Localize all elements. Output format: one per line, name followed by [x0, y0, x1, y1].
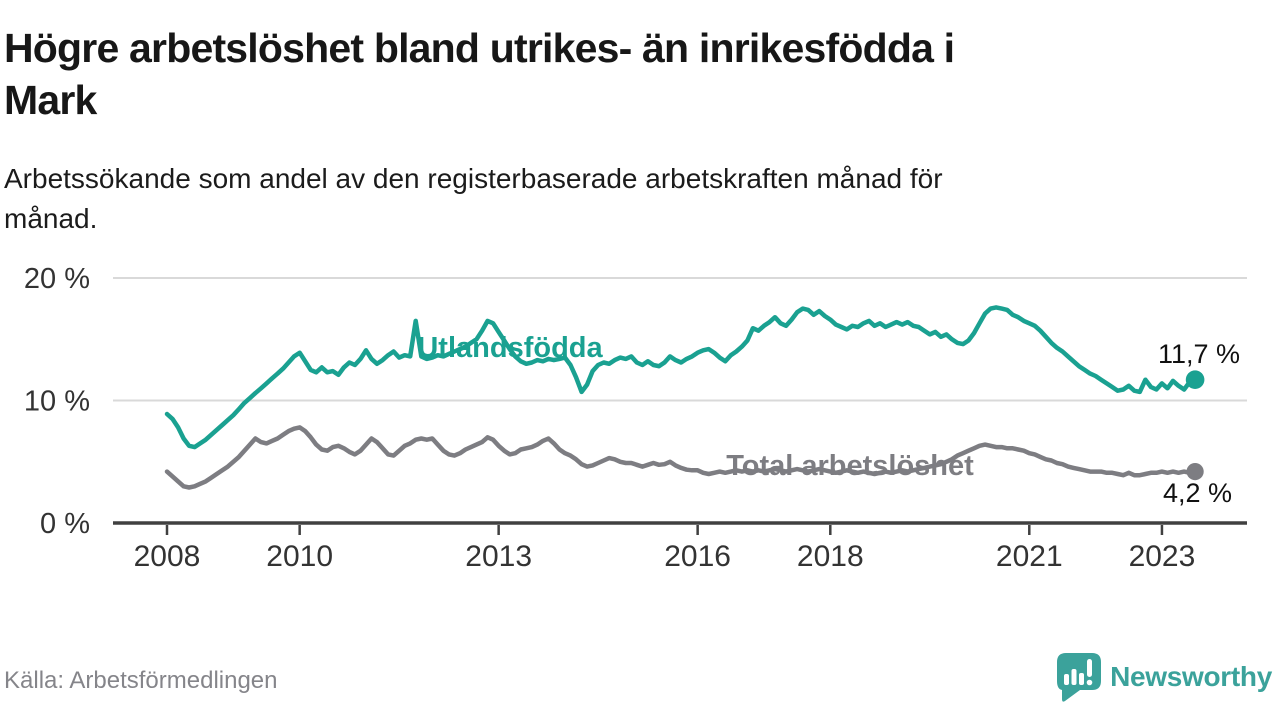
y-axis-tick-label-10-percent: 10 %	[24, 386, 90, 418]
y-axis-tick-label-0-percent: 0 %	[40, 508, 90, 540]
page-title-line1: Högre arbetslöshet bland utrikes- än inr…	[4, 25, 955, 71]
series-line-utlandsfodda	[164, 305, 1198, 450]
source-note: Källa: Arbetsförmedlingen	[4, 667, 278, 694]
x-axis-tick-label-2008: 2008	[134, 540, 201, 573]
page-subtitle-line2: månad.	[4, 203, 98, 234]
end-value-utlandsfodda: 11,7 %	[1157, 339, 1240, 369]
x-axis-tick-label-2018: 2018	[797, 540, 864, 573]
newsworthy-logo: Newsworthy	[1056, 650, 1272, 704]
page-title: Högre arbetslöshet bland utrikes- än inr…	[4, 22, 1274, 126]
y-axis-tick-label-20-percent: 20 %	[24, 263, 90, 295]
x-axis-tick-label-2016: 2016	[664, 540, 731, 573]
x-axis-tick-label-2021: 2021	[996, 540, 1063, 573]
newsworthy-wordmark: Newsworthy	[1110, 661, 1272, 692]
page-title-line2: Mark	[4, 77, 97, 123]
end-dot-utlandsfodda	[1185, 370, 1205, 390]
page-subtitle: Arbetssökande som andel av den registerb…	[4, 159, 1274, 239]
x-axis-tick-label-2023: 2023	[1129, 540, 1196, 573]
series-line-total-arbetsloshet	[164, 425, 1198, 490]
x-axis-tick-label-2013: 2013	[465, 540, 532, 573]
newsworthy-bar-chart-speech-bubble-icon	[1057, 653, 1102, 702]
series-label-utlandsfodda: Utlandsfödda	[417, 332, 603, 364]
end-dot-total-arbetsloshet	[1186, 463, 1204, 481]
page-subtitle-line1: Arbetssökande som andel av den registerb…	[4, 163, 943, 194]
x-axis-tick-label-2010: 2010	[266, 540, 333, 573]
series-label-total-arbetsloshet: Total arbetslöshet	[726, 450, 974, 482]
end-value-total-arbetsloshet: 4,2 %	[1162, 478, 1232, 508]
